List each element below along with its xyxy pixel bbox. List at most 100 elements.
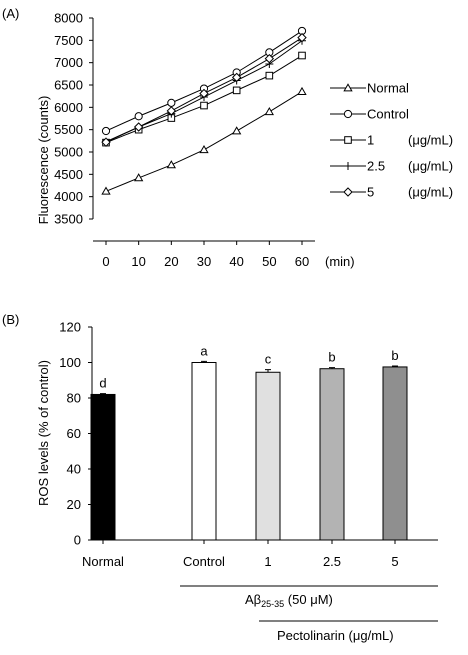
data-point	[167, 98, 176, 107]
panel-b-y-tick-label: 80	[67, 391, 81, 406]
panel-a-y-tick-label: 6000	[54, 100, 83, 115]
panel-a-x-tick-label: 0	[102, 254, 109, 269]
pectolinarin-group-label: Pectolinarin (μg/mL)	[277, 628, 394, 643]
data-point	[101, 137, 111, 147]
category-label: 2.5	[323, 554, 341, 569]
panel-a-x-tick-label: 40	[229, 254, 243, 269]
panel-b-y-ticks: 0 20 40 60 80 100 120	[59, 320, 92, 548]
bar-group-Normal: d Normal	[82, 376, 124, 569]
panel-a-y-tick-label: 7500	[54, 33, 83, 48]
category-label: 5	[391, 554, 398, 569]
series-Normal	[101, 86, 307, 195]
data-point	[166, 106, 177, 116]
legend-unit: (μg/mL)	[408, 133, 453, 148]
legend-marker	[344, 162, 352, 170]
legend-entry: 5 (μg/mL)	[330, 185, 453, 200]
error-bar	[392, 365, 398, 367]
data-point	[231, 72, 242, 83]
panel-a-legend: Normal Control 1 (μg/mL) 2.5 (μg/mL) 5 (μg/mL)	[330, 81, 453, 200]
data-point	[264, 106, 274, 116]
bar-group-5: b5	[382, 348, 408, 569]
panel-a-y-tick-label: 7000	[54, 55, 83, 70]
panel-a-y-tick-label: 5500	[54, 122, 83, 137]
data-point	[297, 32, 307, 43]
bar-group-2.5: b 2.5	[319, 350, 345, 569]
panel-b-y-tick-label: 40	[67, 462, 81, 477]
data-point	[297, 86, 307, 96]
panel-b-y-axis-label: ROS levels (% of control)	[36, 360, 51, 506]
panel-b-y-tick-label: 20	[67, 497, 81, 512]
legend-label: 1	[367, 133, 374, 148]
bar	[191, 362, 217, 541]
panel-a-x-tick-label: 30	[197, 254, 211, 269]
bar	[382, 366, 408, 541]
panel-a-x-tick-label: 20	[164, 254, 178, 269]
error-bar	[329, 367, 335, 369]
abeta-group-label: Aβ25-35 (50 μM)	[245, 592, 333, 609]
bar	[255, 371, 281, 541]
legend-entry: 2.5 (μg/mL)	[330, 159, 453, 174]
series-5	[101, 32, 307, 147]
legend-label: 2.5	[367, 159, 385, 174]
legend-entry: Control	[330, 107, 409, 122]
legend-entry: Normal	[330, 81, 409, 96]
legend-marker	[344, 136, 352, 144]
panel-b-y-tick-label: 100	[59, 355, 81, 370]
panel-a-y-axis-label: Fluorescence (counts)	[36, 96, 51, 225]
data-point	[298, 51, 306, 60]
legend-marker	[343, 187, 353, 197]
legend-label: Normal	[367, 81, 409, 96]
data-point	[264, 53, 275, 64]
bar-group-1: c1	[255, 352, 281, 569]
data-point	[101, 186, 111, 195]
significance-letter: b	[328, 350, 335, 365]
panel-a-y-ticks: 3500 4000 4500 5000 5500 6000 6500 7000 7500 8000	[54, 11, 93, 227]
data-point	[232, 86, 241, 95]
panel-b-y-tick-label: 0	[74, 533, 81, 548]
error-bar	[265, 369, 271, 373]
data-point	[166, 160, 176, 169]
panel-a-x-axis-unit: (min)	[325, 254, 355, 269]
legend-marker	[343, 83, 353, 92]
legend-unit: (μg/mL)	[408, 185, 453, 200]
panel-a-x-tick-label: 50	[262, 254, 276, 269]
legend-label: 5	[367, 185, 374, 200]
panel-a: (A) Fluorescence (counts) 35004000450050…	[2, 6, 453, 269]
category-label: 1	[264, 554, 271, 569]
legend-entry: 1 (μg/mL)	[330, 133, 453, 148]
significance-letter: a	[200, 343, 208, 358]
data-point	[265, 71, 274, 80]
error-bar	[100, 393, 106, 395]
panel-a-y-tick-label: 8000	[54, 11, 83, 26]
bar	[319, 368, 345, 541]
panel-a-x-tick-label: 60	[295, 254, 309, 269]
error-bar	[201, 360, 207, 363]
data-point	[199, 144, 209, 154]
data-point	[133, 122, 144, 132]
legend-label: Control	[367, 107, 409, 122]
panel-a-y-tick-label: 6500	[54, 78, 83, 93]
significance-letter: c	[265, 352, 272, 367]
panel-b: (B) ROS levels (% of control) 0 20 40 60 80 1…	[2, 312, 438, 643]
panel-b-y-tick-label: 120	[59, 320, 81, 335]
legend-marker	[343, 109, 353, 119]
legend-unit: (μg/mL)	[408, 159, 453, 174]
significance-letter: d	[99, 376, 106, 391]
significance-letter: b	[391, 348, 398, 363]
panel-a-x-tick-label: 10	[131, 254, 145, 269]
data-point	[134, 173, 144, 182]
panel-a-series	[101, 26, 307, 195]
panel-a-y-tick-label: 5000	[54, 145, 83, 160]
panel-b-label: (B)	[2, 312, 19, 327]
panel-b-y-tick-label: 60	[67, 426, 81, 441]
panel-a-y-tick-label: 4000	[54, 189, 83, 204]
data-point	[134, 112, 143, 121]
panel-a-y-tick-label: 4500	[54, 167, 83, 182]
data-point	[200, 101, 208, 110]
data-point	[101, 126, 111, 136]
data-point	[199, 88, 209, 99]
panel-a-label: (A)	[2, 6, 19, 21]
series-Control	[101, 26, 307, 136]
panel-a-x-ticks: 0 10 20 30 40 50 60	[102, 241, 309, 269]
